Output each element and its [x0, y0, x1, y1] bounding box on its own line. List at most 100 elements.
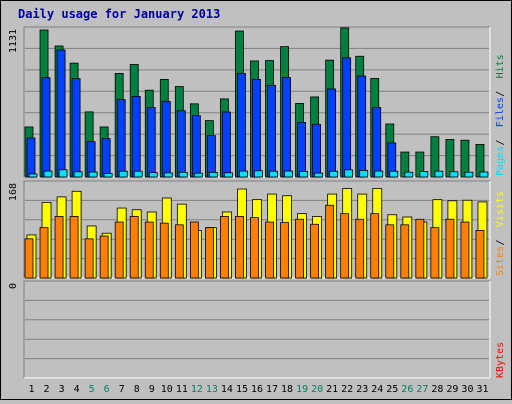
sites-bar: [24, 238, 34, 279]
pages-bar: [118, 170, 128, 178]
panel-2-max-label: 0: [8, 283, 19, 289]
sites-bar: [54, 216, 64, 279]
files-bar: [372, 107, 382, 178]
pages-bar: [449, 171, 459, 178]
files-bar: [26, 137, 36, 178]
sites-bar: [220, 216, 229, 279]
hits-bar: [445, 139, 455, 178]
files-bar: [206, 135, 216, 178]
day-label: 31: [476, 384, 488, 395]
day-label: 27: [416, 384, 428, 395]
sites-bar: [280, 222, 289, 279]
files-bar: [116, 99, 126, 178]
legend-1-sites: Sites: [495, 246, 506, 276]
day-label: 20: [311, 384, 323, 395]
day-label: 2: [44, 384, 50, 395]
files-bar: [297, 122, 306, 178]
files-bar: [267, 84, 276, 178]
day-label: 11: [176, 384, 188, 395]
pages-bar: [163, 172, 173, 178]
sites-bar: [159, 222, 169, 279]
legend-0-separator: /: [495, 139, 506, 145]
day-label: 9: [149, 384, 155, 395]
pages-bar: [73, 171, 83, 178]
sites-bar: [204, 227, 214, 279]
files-bar: [56, 49, 66, 178]
day-label: 24: [371, 384, 383, 395]
sites-bar: [144, 221, 154, 279]
pages-bar: [464, 171, 474, 178]
legend-2-kbytes: KBytes: [495, 342, 506, 378]
sites-bar: [39, 227, 49, 279]
files-bar: [146, 107, 156, 178]
day-label: 28: [431, 384, 443, 395]
pages-bar: [224, 172, 233, 178]
sites-bar: [69, 216, 79, 279]
day-label: 30: [461, 384, 473, 395]
pages-bar: [434, 170, 444, 178]
pages-bar: [404, 171, 414, 178]
day-label: 15: [236, 384, 248, 395]
day-label: 21: [326, 384, 338, 395]
files-bar: [101, 138, 111, 178]
sites-bar: [189, 221, 199, 279]
day-label: 25: [386, 384, 398, 395]
sites-bar: [295, 218, 304, 279]
day-label: 8: [134, 384, 140, 395]
pages-bar: [208, 172, 218, 178]
day-label: 10: [161, 384, 173, 395]
day-label: 1: [29, 384, 35, 395]
pages-bar: [479, 171, 489, 178]
sites-bar: [370, 213, 380, 279]
files-bar: [161, 101, 171, 178]
pages-bar: [43, 170, 53, 178]
sites-bar: [460, 221, 470, 279]
files-bar: [342, 57, 352, 178]
pages-bar: [103, 173, 113, 178]
sites-bar: [84, 238, 94, 279]
pages-bar: [299, 171, 308, 178]
pages-bar: [148, 172, 158, 178]
legend-0-separator: /: [495, 91, 506, 97]
pages-bar: [28, 173, 38, 178]
legend-0-files: Files: [495, 97, 506, 127]
day-label: 22: [341, 384, 353, 395]
day-label: 7: [119, 384, 125, 395]
pages-bar: [193, 172, 203, 178]
legend-0-hits: Hits: [495, 54, 506, 78]
sites-bar: [235, 216, 244, 279]
files-bar: [312, 123, 322, 178]
day-label: 14: [221, 384, 233, 395]
day-label: 29: [446, 384, 458, 395]
files-bar: [191, 115, 201, 178]
legend-1-separator: /: [495, 239, 506, 245]
files-bar: [357, 75, 367, 178]
files-bar: [41, 77, 51, 178]
files-bar: [282, 77, 291, 178]
panel-1-max-label: 168: [8, 183, 19, 201]
sites-bar: [99, 235, 109, 279]
pages-bar: [58, 169, 68, 178]
files-bar: [237, 73, 246, 178]
files-bar: [71, 78, 81, 178]
pages-bar: [389, 170, 399, 178]
day-label: 16: [251, 384, 263, 395]
day-label: 26: [401, 384, 413, 395]
day-label: 19: [296, 384, 308, 395]
sites-bar: [355, 218, 365, 279]
day-label: 23: [356, 384, 368, 395]
sites-bar: [445, 218, 455, 279]
sites-bar: [400, 224, 410, 279]
chart-title: Daily usage for January 2013: [18, 7, 221, 21]
sites-bar: [174, 224, 184, 279]
pages-bar: [133, 170, 143, 178]
pages-bar: [314, 172, 324, 178]
day-label: 18: [281, 384, 293, 395]
sites-bar: [129, 216, 139, 279]
day-label: 5: [89, 384, 95, 395]
sites-bar: [475, 230, 485, 279]
sites-bar: [325, 204, 335, 279]
pages-bar: [329, 170, 339, 178]
